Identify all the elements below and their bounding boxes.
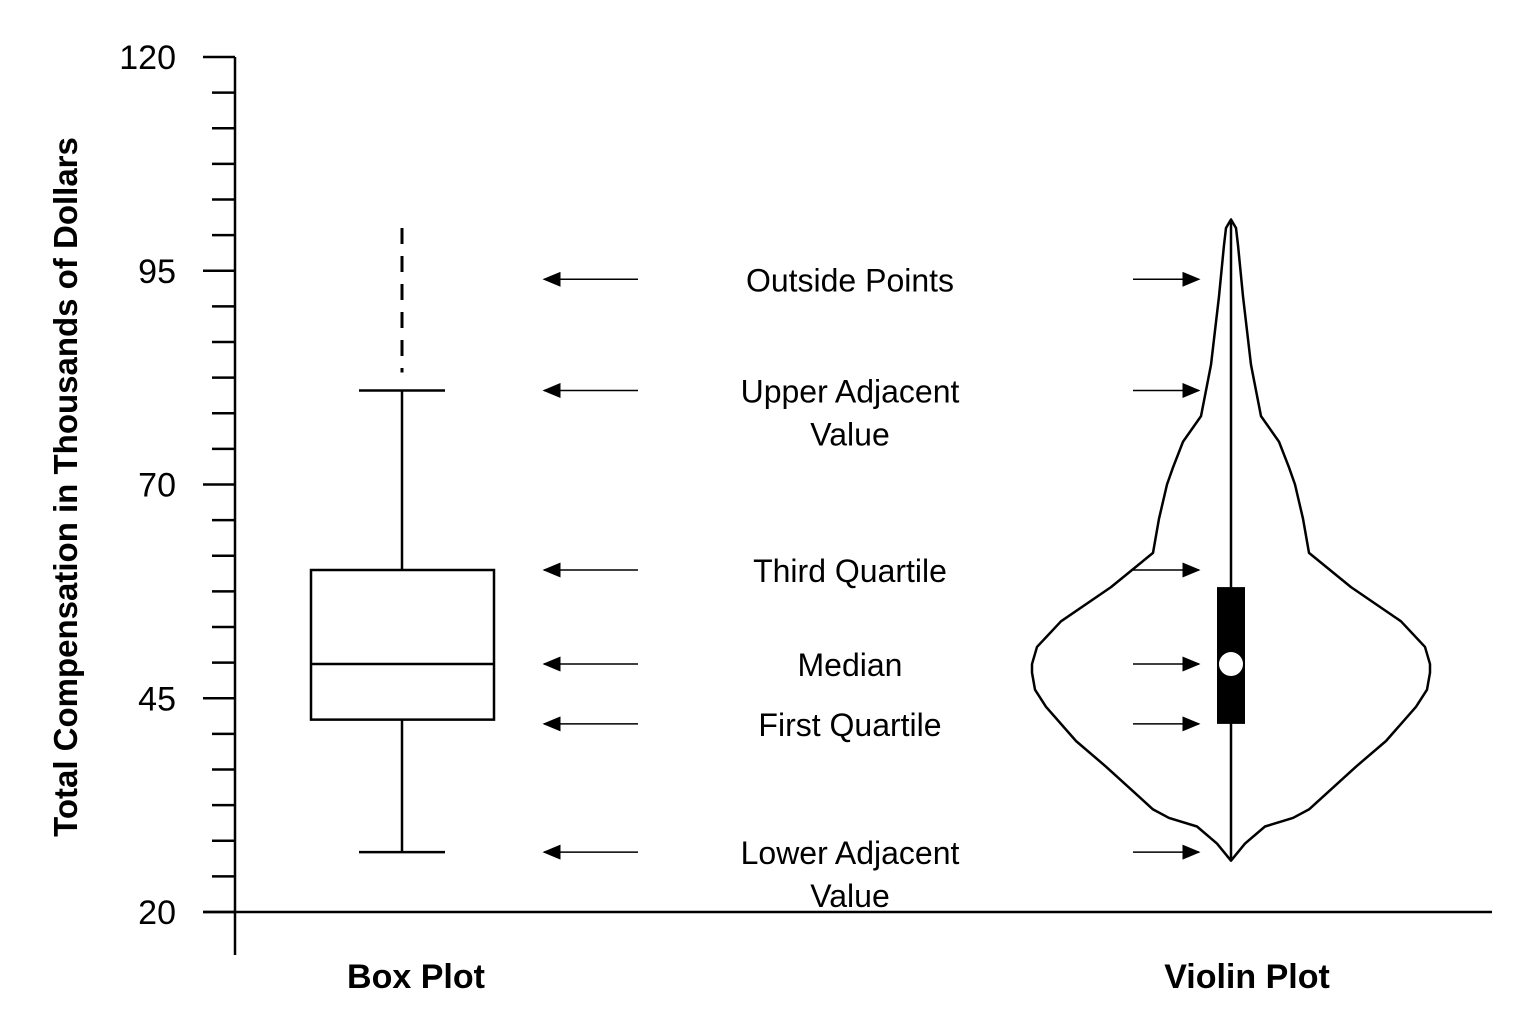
y-tick-label: 20 — [138, 894, 176, 932]
annotation-label: Value — [810, 416, 889, 452]
y-tick-label: 120 — [119, 39, 176, 77]
box-iqr — [309, 568, 496, 721]
y-tick-label: 95 — [138, 253, 176, 291]
annotation-label: Lower Adjacent — [741, 835, 960, 871]
x-category-label: Violin Plot — [1164, 958, 1330, 996]
annotation-label: Upper Adjacent — [741, 373, 960, 409]
annotation-label: Outside Points — [746, 262, 954, 298]
x-category-label: Box Plot — [347, 958, 485, 996]
annotation-label: Third Quartile — [753, 553, 947, 589]
y-tick-label: 70 — [138, 467, 176, 505]
annotation-label: Value — [810, 878, 889, 914]
y-axis-label: Total Compensation in Thousands of Dolla… — [47, 137, 84, 837]
y-tick-label: 45 — [138, 680, 176, 718]
annotation-label: First Quartile — [758, 707, 941, 743]
violin-median-dot — [1219, 652, 1243, 677]
annotation-label: Median — [798, 647, 903, 683]
